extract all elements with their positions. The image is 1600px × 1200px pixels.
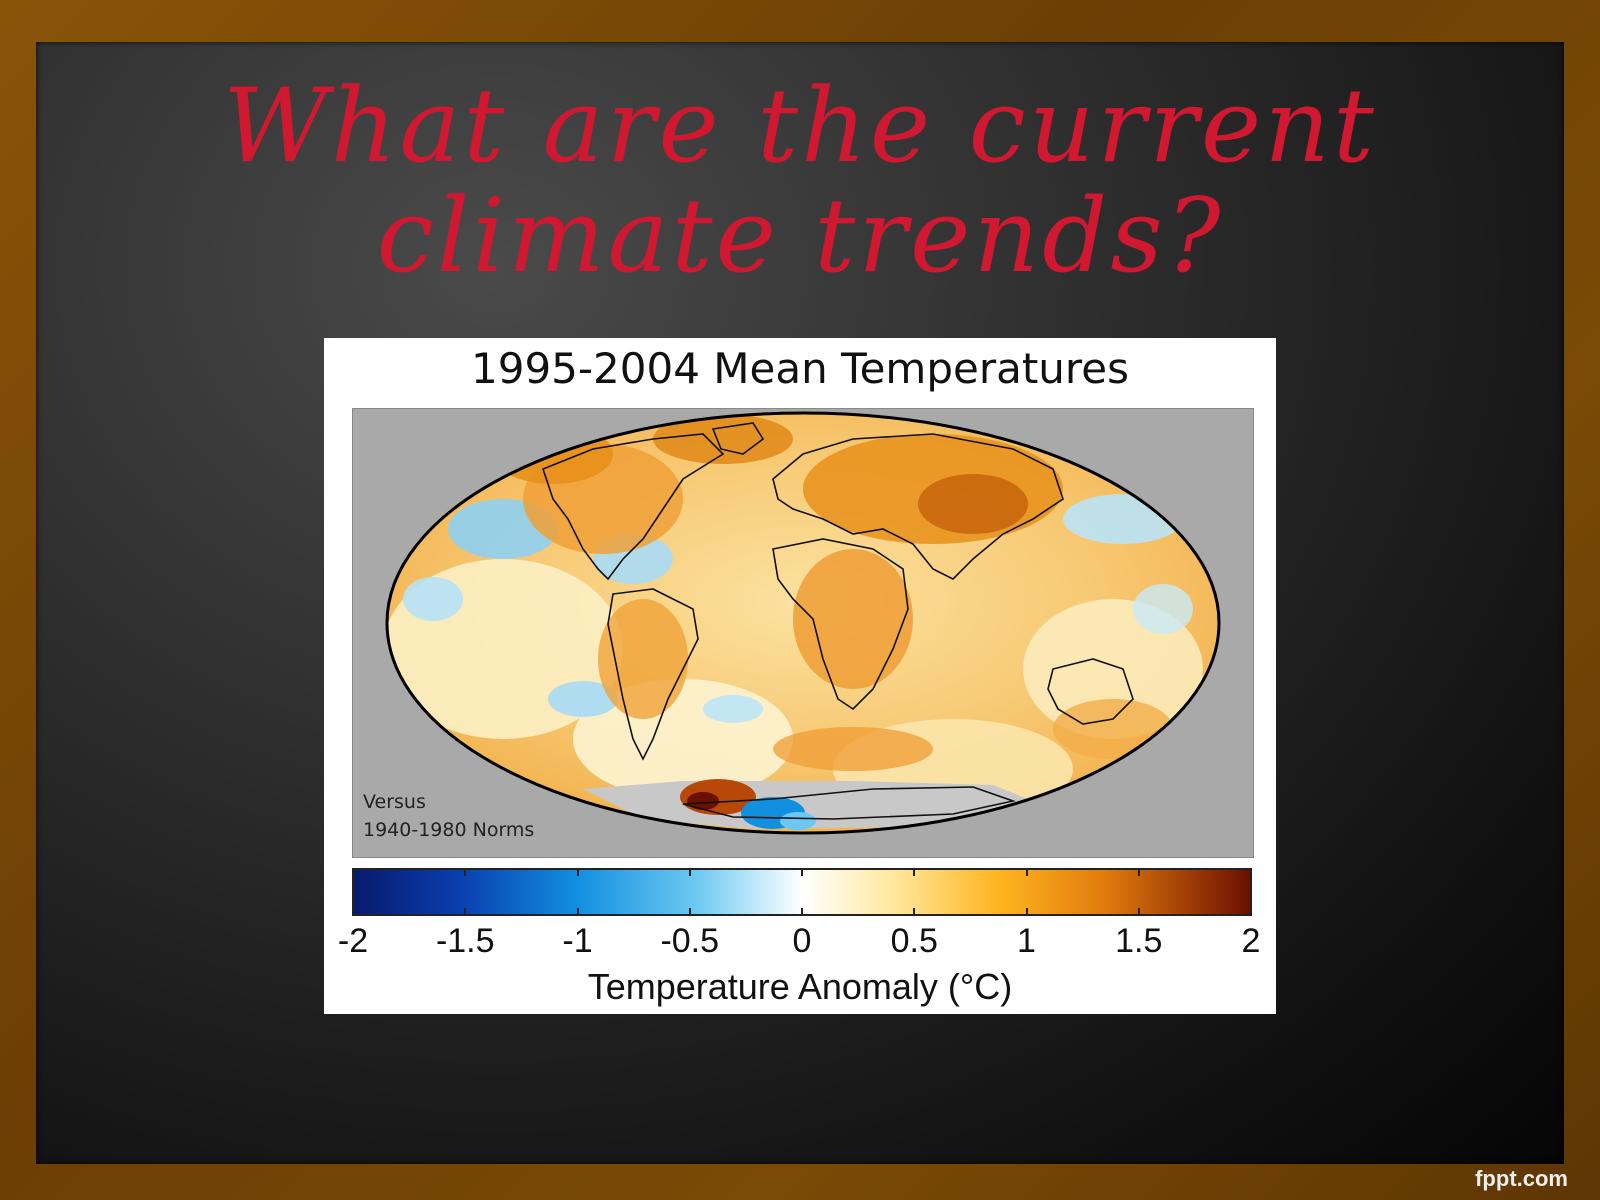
australia-outline — [1047, 658, 1134, 725]
colorbar-tick-label: 0 — [792, 922, 812, 960]
slide-title-line-1: What are the current — [223, 67, 1377, 186]
colorbar-tick — [464, 908, 467, 916]
map-note-versus: Versus — [363, 791, 426, 813]
colorbar-tick — [576, 868, 579, 876]
colorbar-tick — [801, 908, 803, 916]
south-america-outline — [607, 588, 699, 761]
figure-title: 1995-2004 Mean Temperatures — [471, 344, 1129, 393]
colorbar-tick — [688, 908, 691, 916]
colorbar-tick — [352, 908, 354, 916]
colorbar-tick-label: -0.5 — [660, 922, 720, 960]
continent-outlines — [542, 422, 1134, 820]
colorbar-tick — [352, 868, 354, 876]
colorbar-tick — [688, 868, 691, 876]
colorbar-tick — [1250, 868, 1252, 876]
north-america-outline — [542, 433, 725, 581]
globe-outline — [385, 411, 1221, 835]
colorbar-tick — [913, 908, 916, 916]
colorbar-tick — [1250, 908, 1252, 916]
watermark: fppt.com — [1475, 1166, 1568, 1191]
colorbar-tick-label: -1 — [562, 922, 593, 960]
map-panel: Versus 1940-1980 Norms — [352, 408, 1254, 858]
colorbar-tick-label: -2 — [337, 922, 369, 960]
slide-title: What are the current climate trends? — [0, 72, 1600, 292]
colorbar-tick — [576, 908, 579, 916]
colorbar-tick-label: 1.5 — [1115, 922, 1163, 960]
colorbar-tick — [1137, 868, 1140, 876]
antarctica-outline — [682, 786, 1016, 820]
map-note-norms: 1940-1980 Norms — [363, 819, 535, 841]
colorbar-tick-label: 1 — [1017, 922, 1036, 960]
colorbar-label: Temperature Anomaly (°C) — [587, 966, 1013, 1007]
colorbar-tick — [1137, 908, 1140, 916]
colorbar-tick-label: 2 — [1241, 922, 1261, 960]
colorbar-tick — [464, 868, 467, 876]
colorbar-tick — [1025, 908, 1028, 916]
europe-asia-outline — [772, 433, 1064, 580]
colorbar-tick — [1025, 868, 1028, 876]
colorbar-tick — [913, 868, 916, 876]
colorbar-tick-label: -1.5 — [435, 922, 495, 960]
colorbar-tick-label: 0.5 — [890, 922, 938, 960]
temperature-map-figure: 1995-2004 Mean Temperatures — [324, 338, 1276, 1014]
africa-outline — [772, 538, 909, 711]
colorbar-tick — [801, 868, 803, 876]
greenland-outline — [711, 422, 765, 455]
world-anomaly-map — [385, 411, 1221, 835]
slide-title-line-2: climate trends? — [376, 177, 1224, 296]
